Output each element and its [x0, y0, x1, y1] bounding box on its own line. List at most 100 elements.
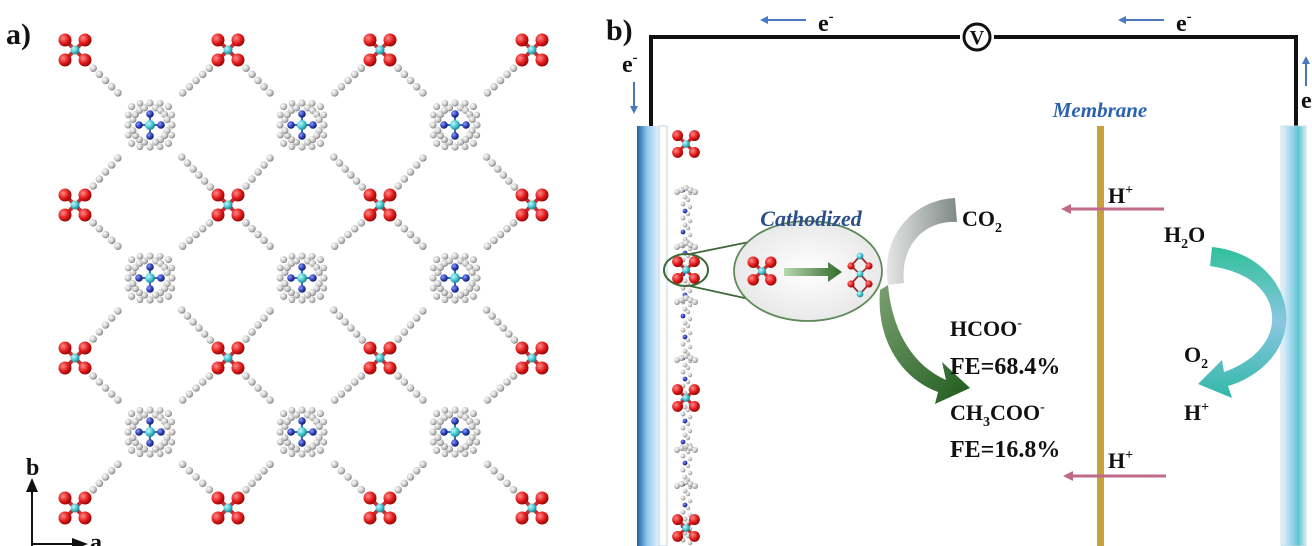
oxygen-atom [688, 130, 700, 142]
oxygen-atom [383, 511, 397, 525]
linker-carbon-atom [509, 64, 518, 72]
linker-carbon-atom [499, 324, 508, 332]
linker-carbon-atom [400, 328, 409, 336]
carbon-atom [320, 438, 328, 446]
axis-a-arrowhead [72, 538, 88, 546]
carbon-atom [451, 252, 459, 260]
carbon-atom [124, 428, 132, 436]
electron-label-left: e- [622, 50, 638, 78]
nitrogen-atom [287, 428, 295, 436]
carbon-atom [320, 284, 328, 292]
nitrogen-atom [135, 428, 143, 436]
linker-carbon-atom [242, 485, 250, 494]
linker-carbon-atom [335, 312, 344, 320]
metal-atom [375, 200, 385, 210]
film-carbon-atom [674, 447, 680, 453]
oxygen-atom [688, 530, 700, 542]
linker-carbon-atom [490, 390, 498, 398]
carbon-atom [292, 411, 301, 419]
linker-carbon-atom [95, 175, 104, 183]
carbon-atom [473, 438, 481, 446]
metal-atom [758, 267, 766, 275]
film-atom [685, 463, 691, 469]
carbon-atom [320, 131, 328, 139]
carbon-atom [128, 292, 136, 300]
water-oxidation-arrow [1198, 247, 1287, 398]
carbon-atom [151, 138, 160, 146]
oxygen-atom [672, 514, 684, 526]
metal-atom [297, 427, 307, 437]
linker-carbon-atom [350, 479, 359, 488]
carbon-atom [456, 138, 465, 146]
film-atom [680, 495, 686, 501]
metal-atom [70, 200, 80, 210]
film-atom [682, 278, 688, 284]
carbon-atom [164, 410, 172, 418]
linker-carbon-atom [503, 224, 511, 233]
cathode-electrode [637, 126, 659, 546]
linker-carbon-atom [335, 159, 344, 167]
linker-carbon-atom [400, 70, 409, 79]
film-atom [687, 498, 693, 504]
carbon-atom [308, 296, 316, 304]
oxygen-atom [515, 208, 529, 222]
linker-carbon-atom [242, 64, 250, 72]
linker-carbon-atom [107, 314, 116, 322]
carbon-atom [298, 296, 306, 304]
linker-carbon-atom [350, 378, 359, 386]
metal-atom [682, 394, 690, 402]
nitrogen-atom [135, 274, 143, 282]
linker-carbon-atom [509, 219, 518, 227]
film-carbon-atom [678, 355, 685, 361]
oxygen-atom [515, 361, 529, 375]
film-atom [680, 313, 686, 319]
nitrogen-atom [462, 274, 470, 282]
carbon-atom [280, 410, 288, 418]
linker-carbon-atom [248, 175, 256, 183]
after-oxygen-atom [847, 262, 855, 270]
linker-carbon-atom [178, 89, 187, 97]
linker-carbon-atom [406, 384, 415, 392]
nitrogen-atom [135, 121, 143, 129]
carbon-atom [320, 418, 328, 426]
linker-carbon-atom [483, 242, 492, 250]
carbon-atom [473, 111, 481, 119]
axis-b-label: b [26, 455, 39, 481]
carbon-atom [140, 411, 149, 419]
film-carbon-atom [683, 443, 689, 449]
linker-carbon-atom [394, 372, 402, 380]
carbon-atom [316, 256, 324, 264]
carbon-atom [461, 143, 469, 151]
linker-carbon-atom [394, 485, 402, 494]
carbon-atom [308, 99, 316, 107]
metal-oxo-nodes [58, 33, 549, 525]
linker-carbon-atom [341, 165, 349, 173]
linker-carbon-atom [358, 183, 367, 191]
oxygen-atom [78, 491, 92, 505]
carbon-atom [316, 410, 324, 418]
carbon-atom [451, 143, 459, 151]
linker-carbon-atom [189, 165, 197, 173]
carbon-atom [469, 292, 477, 300]
film-atom [685, 491, 691, 497]
carbon-atom [288, 450, 296, 458]
linker-carbon-atom [483, 396, 492, 404]
linker-carbon-atom [337, 82, 346, 91]
nitrogen-atom [462, 121, 470, 129]
linker-carbon-atom [406, 230, 415, 239]
carbon-atom [461, 252, 469, 260]
carbon-atom [433, 103, 441, 111]
film-carbon-atom [678, 242, 685, 248]
carbon-atom [276, 264, 284, 272]
linker-carbon-atom [89, 485, 97, 494]
linker-carbon-atom [254, 384, 262, 392]
carbon-atom [168, 111, 176, 119]
linker-carbon-atom [200, 177, 209, 185]
carbon-atom [146, 450, 154, 458]
linker-carbon-atom [178, 242, 187, 250]
carbon-atom [315, 422, 323, 431]
oxygen-atom [672, 272, 684, 284]
carbon-atom [429, 438, 437, 446]
oxygen-atom [231, 33, 245, 47]
nitrogen-atom [298, 285, 306, 293]
